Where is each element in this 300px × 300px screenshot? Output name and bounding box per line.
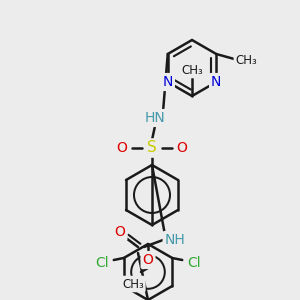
Text: S: S — [147, 140, 157, 155]
Text: CH₃: CH₃ — [236, 53, 257, 67]
Text: N: N — [163, 75, 173, 89]
Text: O: O — [115, 225, 125, 239]
Text: N: N — [211, 75, 221, 89]
Text: Cl: Cl — [188, 256, 201, 270]
Text: O: O — [142, 253, 153, 267]
Text: O: O — [177, 141, 188, 155]
Text: CH₃: CH₃ — [122, 278, 144, 290]
Text: HN: HN — [145, 111, 165, 125]
Text: NH: NH — [165, 233, 185, 247]
Text: CH₃: CH₃ — [181, 64, 203, 76]
Text: Cl: Cl — [95, 256, 109, 270]
Text: O: O — [117, 141, 128, 155]
